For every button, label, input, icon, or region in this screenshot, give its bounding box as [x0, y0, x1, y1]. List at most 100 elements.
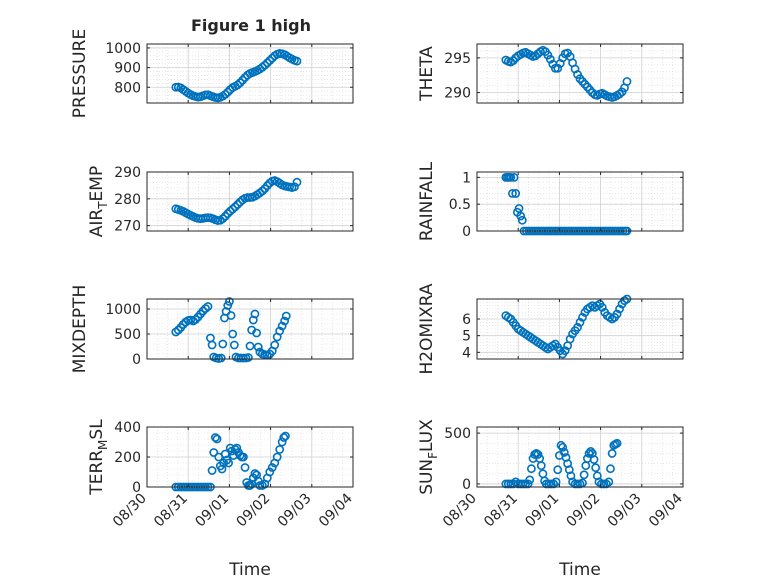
- y-tick-label: 400: [114, 420, 141, 436]
- data-point: [586, 447, 596, 456]
- data-point: [523, 479, 533, 489]
- data-point: [506, 172, 516, 182]
- subplot-pressure: 800 900 1000 PRESSURE: [70, 29, 354, 118]
- grid: [476, 427, 684, 487]
- y-tick-label: 0.5: [449, 197, 471, 213]
- subplot-rainfall: 0 0.5 1 RAINFALL: [417, 161, 684, 241]
- data-point: [250, 309, 260, 319]
- y-axis-label: RAINFALL: [417, 161, 437, 241]
- data-point: [281, 311, 291, 321]
- data-point: [223, 87, 233, 97]
- y-tick-label: 5: [462, 329, 471, 345]
- data-point: [560, 346, 570, 356]
- data-point: [615, 304, 624, 314]
- y-axis-label: AIRTEMP: [87, 166, 110, 237]
- y-tick-label: 1000: [105, 41, 141, 57]
- data-point: [243, 353, 253, 362]
- y-tick-label: 270: [114, 219, 141, 235]
- y-tick-label: 290: [444, 86, 471, 102]
- data-point: [290, 182, 299, 192]
- data-point: [245, 481, 255, 490]
- axes-box: [146, 298, 354, 360]
- data-point: [612, 309, 622, 319]
- data-point: [292, 177, 302, 187]
- data-point: [260, 60, 270, 70]
- data-point: [209, 448, 219, 457]
- data-point: [556, 440, 566, 450]
- data-point: [216, 353, 226, 363]
- data-point: [601, 479, 611, 489]
- series-markers: [171, 49, 302, 103]
- data-point: [218, 339, 228, 349]
- y-tick-label: 295: [444, 51, 471, 67]
- data-point: [525, 475, 535, 485]
- data-point: [210, 433, 220, 442]
- data-point: [270, 340, 280, 350]
- data-point: [239, 452, 248, 462]
- data-point: [248, 315, 258, 325]
- data-point: [212, 434, 222, 444]
- x-axis-label: Time: [558, 560, 601, 580]
- data-point: [265, 467, 275, 477]
- data-point: [207, 340, 217, 350]
- data-point: [228, 329, 238, 339]
- y-tick-label: 500: [114, 327, 141, 343]
- data-point: [559, 448, 569, 457]
- y-axis-label: MIXDEPTH: [70, 285, 90, 374]
- data-point: [558, 442, 568, 452]
- data-point: [224, 458, 233, 468]
- data-point: [220, 89, 230, 99]
- data-point: [511, 189, 521, 198]
- data-point: [275, 326, 285, 336]
- y-axis-label: SUNFLUX: [417, 419, 440, 495]
- data-point: [229, 340, 239, 350]
- y-tick-label: 1: [462, 170, 471, 186]
- axes-box: [146, 43, 354, 104]
- y-tick-label: 4: [462, 345, 471, 361]
- data-point: [622, 77, 632, 86]
- axes-background: [477, 44, 683, 103]
- data-point: [279, 433, 289, 442]
- data-point: [252, 470, 261, 480]
- series-markers: [171, 297, 291, 363]
- data-point: [615, 89, 624, 99]
- series-markers: [501, 294, 632, 359]
- data-point: [516, 211, 526, 221]
- data-point: [604, 477, 614, 487]
- data-point: [235, 78, 245, 88]
- data-point: [281, 431, 290, 441]
- y-tick-label: 0: [132, 480, 141, 496]
- data-point: [226, 311, 236, 320]
- data-point: [253, 342, 263, 352]
- data-point: [292, 56, 302, 66]
- data-point: [262, 58, 272, 68]
- y-tick-label: 900: [114, 61, 141, 77]
- data-point: [575, 317, 585, 327]
- y-tick-label: 290: [114, 165, 141, 181]
- data-point: [250, 469, 260, 478]
- y-tick-label: 6: [462, 312, 471, 328]
- y-axis-label: H2OMIXRA: [417, 283, 437, 374]
- data-point: [280, 316, 290, 326]
- data-point: [191, 315, 201, 324]
- data-point: [224, 297, 234, 306]
- data-point: [584, 449, 594, 458]
- data-point: [217, 464, 227, 474]
- data-point: [198, 306, 208, 316]
- data-point: [579, 470, 589, 480]
- data-point: [173, 325, 183, 335]
- y-axis-label: PRESSURE: [70, 29, 90, 118]
- subplot-mixdepth: 0 500 1000 MIXDEPTH: [70, 285, 354, 374]
- data-point: [257, 186, 267, 196]
- y-axis-label: TERRMSL: [87, 419, 110, 496]
- data-point: [549, 479, 559, 489]
- data-point: [553, 465, 563, 475]
- y-tick-label: 0: [132, 352, 141, 368]
- data-point: [612, 438, 622, 448]
- data-point: [578, 312, 587, 322]
- data-point: [233, 200, 243, 209]
- data-point: [533, 450, 543, 459]
